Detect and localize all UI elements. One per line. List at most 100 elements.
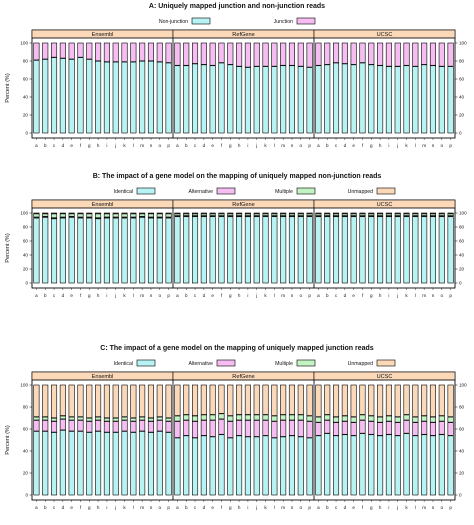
bar-segment [394,385,401,417]
bar-segment [68,431,75,495]
bar-segment [201,213,207,216]
bar-segment [245,216,251,283]
bar-segment [95,420,101,432]
bar-segment [439,213,445,216]
bar-outline [103,212,110,284]
bar-segment [271,385,278,416]
y-tick-label-left: 40 [23,253,29,258]
x-tick-label: a [317,143,320,148]
bar-segment [104,61,110,133]
bar-segment [262,420,269,436]
x-tick-label: k [405,505,408,510]
bar-outline [447,212,454,284]
bar-outline [280,384,287,496]
x-tick-label: p [308,143,311,148]
bar-segment [104,432,110,495]
bar-outline [306,384,313,496]
bar-segment [95,213,101,218]
bar-segment [165,418,172,422]
bar-segment [77,213,84,218]
x-tick-label: h [97,293,100,298]
bar-segment [439,66,445,133]
x-tick-label: c [53,293,56,298]
panel-border [313,37,456,139]
bar-outline [359,42,366,134]
bar-segment [315,216,322,283]
bar-outline [42,384,49,496]
bar-segment [359,433,366,495]
bar-outline [412,42,419,134]
bar-segment [121,431,128,495]
bar-segment [298,420,304,437]
bar-segment [439,415,445,422]
bar-segment [148,432,154,495]
bar-outline [368,42,375,134]
bar-segment [306,213,313,216]
x-tick-label: e [211,293,214,298]
y-tick-label-right: 80 [459,225,465,230]
bar-outline [271,212,278,284]
bar-segment [112,43,119,62]
y-tick-label-left: 0 [25,281,28,286]
bar-segment [368,43,375,65]
y-tick-label-right: 60 [459,239,465,244]
bar-outline [253,42,260,134]
chart-title: B: The impact of a gene model on the map… [93,173,382,180]
bar-segment [421,213,427,216]
bar-segment [447,416,454,423]
x-tick-label: b [44,143,47,148]
bar-segment [412,216,419,283]
bar-outline [438,384,445,496]
x-tick-label: n [432,293,435,298]
bar-outline [112,384,119,496]
bar-segment [183,216,189,283]
bar-segment [183,414,189,421]
bar-outline [86,212,93,284]
x-tick-label: b [326,293,329,298]
y-axis-label: Percent (%) [5,233,11,263]
bar-segment [306,415,313,422]
bar-segment [324,43,330,65]
bar-segment [289,216,295,283]
bar-outline [121,212,128,284]
bar-segment [253,66,260,133]
bar-outline [368,212,375,284]
bar-segment [60,43,66,59]
bar-segment [368,64,375,133]
bar-segment [130,217,137,283]
panel-strip-label: RefGene [232,374,254,380]
x-tick-label: d [203,505,206,510]
bar-segment [104,43,110,62]
legend-swatch [296,187,316,195]
bar-segment [271,66,278,133]
bar-segment [333,416,339,423]
bar-outline [253,384,260,496]
bar-segment [209,436,216,495]
x-tick-label: f [362,143,364,148]
bar-outline [341,212,348,284]
bar-segment [403,213,410,216]
bar-outline [288,42,296,134]
bar-segment [386,43,392,67]
bar-segment [68,43,75,60]
bar-outline [280,42,287,134]
x-tick-label: n [150,505,153,510]
bar-outline [421,212,428,284]
bar-outline [288,384,296,496]
bar-outline [130,42,137,134]
x-tick-label: e [352,293,355,298]
bar-segment [201,43,207,65]
bar-segment [333,385,339,417]
bar-segment [262,414,269,421]
bar-outline [227,212,234,284]
bar-segment [51,385,57,418]
x-tick-label: o [300,505,303,510]
bar-segment [183,385,189,415]
bar-segment [60,419,66,431]
x-tick-label: g [88,143,91,148]
bar-outline [103,42,110,134]
bar-segment [218,413,225,420]
x-tick-label: c [194,143,197,148]
